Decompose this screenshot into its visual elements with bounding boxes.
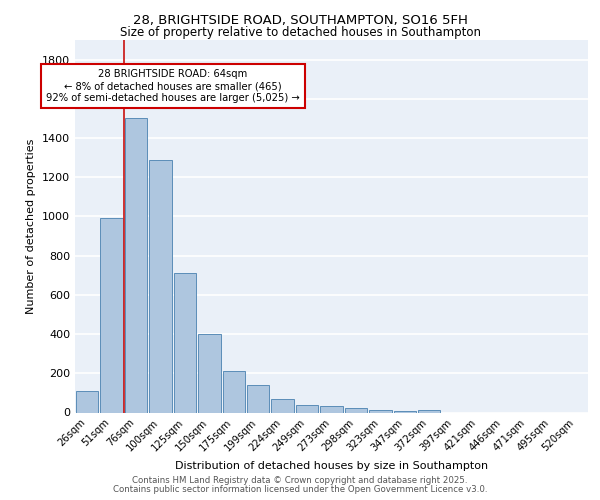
- Bar: [418, 410, 440, 412]
- Bar: [100, 218, 123, 412]
- Text: Contains public sector information licensed under the Open Government Licence v3: Contains public sector information licen…: [113, 485, 487, 494]
- Bar: [198, 334, 221, 412]
- Bar: [271, 399, 294, 412]
- Text: Contains HM Land Registry data © Crown copyright and database right 2025.: Contains HM Land Registry data © Crown c…: [132, 476, 468, 485]
- Bar: [149, 160, 172, 412]
- Text: Size of property relative to detached houses in Southampton: Size of property relative to detached ho…: [119, 26, 481, 39]
- Text: 28 BRIGHTSIDE ROAD: 64sqm
← 8% of detached houses are smaller (465)
92% of semi-: 28 BRIGHTSIDE ROAD: 64sqm ← 8% of detach…: [46, 70, 299, 102]
- X-axis label: Distribution of detached houses by size in Southampton: Distribution of detached houses by size …: [175, 462, 488, 471]
- Bar: [296, 404, 319, 412]
- Bar: [125, 118, 148, 412]
- Bar: [223, 372, 245, 412]
- Bar: [320, 406, 343, 412]
- Bar: [247, 385, 269, 412]
- Text: 28, BRIGHTSIDE ROAD, SOUTHAMPTON, SO16 5FH: 28, BRIGHTSIDE ROAD, SOUTHAMPTON, SO16 5…: [133, 14, 467, 27]
- Bar: [76, 391, 98, 412]
- Bar: [173, 274, 196, 412]
- Y-axis label: Number of detached properties: Number of detached properties: [26, 138, 37, 314]
- Bar: [344, 408, 367, 412]
- Bar: [394, 410, 416, 412]
- Bar: [369, 410, 392, 412]
